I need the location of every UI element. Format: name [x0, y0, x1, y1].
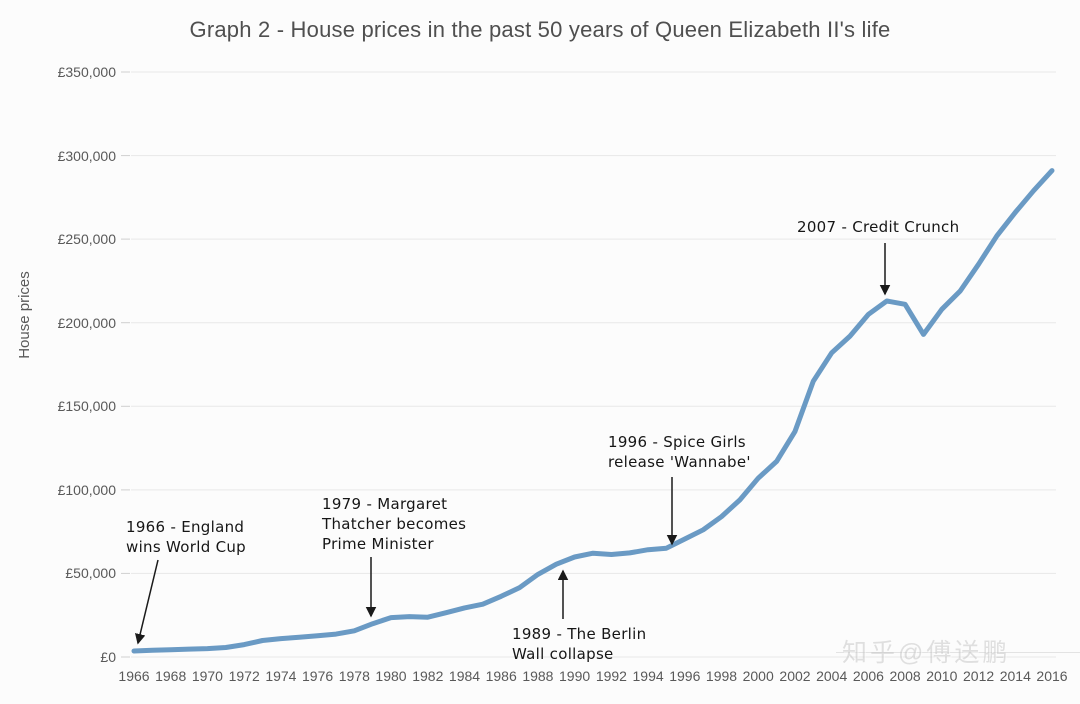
x-tick-2012: 2012	[963, 668, 995, 684]
x-tick-1980: 1980	[375, 668, 407, 684]
x-tick-1972: 1972	[228, 668, 260, 684]
x-tick-1990: 1990	[559, 668, 591, 684]
y-tick-150000: £150,000	[57, 398, 116, 415]
x-tick-2016: 2016	[1036, 668, 1068, 684]
x-tick-1974: 1974	[265, 668, 297, 684]
y-tick-350000: £350,000	[57, 64, 116, 80]
y-tick-250000: £250,000	[57, 231, 116, 248]
y-tick-300000: £300,000	[57, 147, 116, 164]
x-tick-1978: 1978	[338, 668, 370, 684]
x-tick-2010: 2010	[926, 668, 958, 684]
y-tick-200000: £200,000	[57, 314, 116, 331]
chart-title: Graph 2 - House prices in the past 50 ye…	[189, 17, 891, 42]
annotation-1996: 1996 - Spice Girls release 'Wannabe'	[608, 433, 751, 471]
x-tick-1996: 1996	[669, 668, 701, 684]
x-tick-1984: 1984	[448, 668, 481, 684]
x-tick-1966: 1966	[118, 668, 150, 684]
annotation-arrow-1966	[135, 559, 159, 645]
x-tick-2008: 2008	[889, 668, 921, 684]
x-tick-1992: 1992	[595, 668, 627, 684]
x-tick-1994: 1994	[632, 668, 664, 684]
x-tick-2006: 2006	[852, 668, 884, 684]
x-tick-1970: 1970	[191, 668, 223, 684]
annotation-1989: 1989 - The Berlin Wall collapse	[512, 625, 647, 663]
x-tick-2002: 2002	[779, 668, 811, 684]
x-tick-1976: 1976	[302, 668, 334, 684]
annotation-1966: 1966 - England wins World Cup	[126, 518, 246, 556]
x-tick-1998: 1998	[705, 668, 738, 684]
x-tick-1982: 1982	[412, 668, 444, 684]
y-tick-50000: £50,000	[65, 565, 116, 582]
x-tick-2004: 2004	[816, 668, 848, 684]
watermark-line	[836, 652, 1080, 653]
annotation-1979: 1979 - Margaret Thatcher becomes Prime Min…	[322, 495, 467, 553]
y-tick-100000: £100,000	[57, 481, 116, 498]
watermark: 知乎@傅送鹏	[842, 639, 1011, 667]
annotation-2007: 2007 - Credit Crunch	[797, 218, 960, 236]
x-tick-1986: 1986	[485, 668, 517, 684]
house-price-line	[131, 168, 1055, 654]
x-tick-1988: 1988	[522, 668, 554, 684]
x-tick-2014: 2014	[999, 668, 1031, 684]
x-tick-2000: 2000	[742, 668, 774, 684]
x-tick-1968: 1968	[155, 668, 187, 684]
y-tick-0: £0	[100, 649, 116, 665]
